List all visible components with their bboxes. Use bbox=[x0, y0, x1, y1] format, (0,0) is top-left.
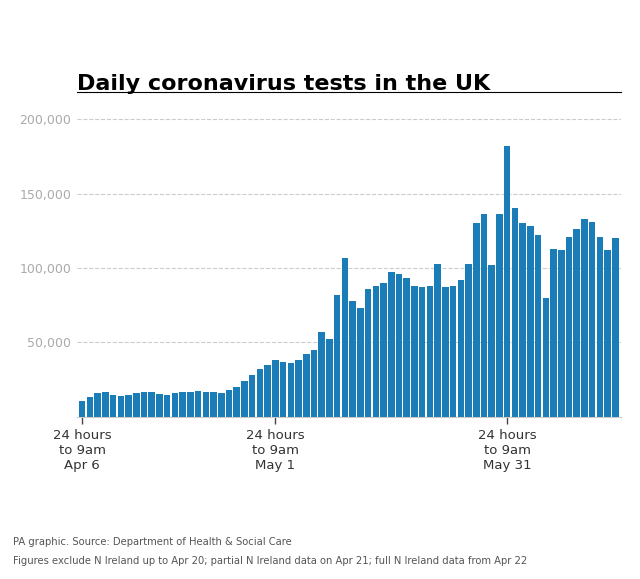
Bar bbox=[218, 393, 225, 417]
Bar bbox=[125, 395, 132, 417]
Bar bbox=[558, 250, 564, 417]
Bar bbox=[504, 146, 511, 417]
Bar bbox=[342, 258, 348, 417]
Bar bbox=[458, 280, 464, 417]
Bar bbox=[249, 375, 255, 417]
Bar bbox=[326, 339, 333, 417]
Bar bbox=[388, 273, 395, 417]
Bar bbox=[295, 360, 302, 417]
Text: PA graphic. Source: Department of Health & Social Care: PA graphic. Source: Department of Health… bbox=[13, 537, 292, 547]
Bar bbox=[511, 208, 518, 417]
Bar bbox=[334, 295, 340, 417]
Bar bbox=[203, 391, 209, 417]
Bar bbox=[496, 214, 503, 417]
Bar bbox=[187, 393, 194, 417]
Bar bbox=[465, 263, 472, 417]
Bar bbox=[357, 308, 364, 417]
Bar bbox=[280, 362, 287, 417]
Bar bbox=[86, 397, 93, 417]
Bar bbox=[319, 332, 325, 417]
Bar bbox=[435, 263, 441, 417]
Bar bbox=[527, 226, 534, 417]
Bar bbox=[118, 396, 124, 417]
Bar bbox=[303, 354, 310, 417]
Bar bbox=[148, 391, 155, 417]
Bar bbox=[596, 237, 604, 417]
Bar bbox=[264, 365, 271, 417]
Bar bbox=[257, 369, 263, 417]
Bar bbox=[179, 393, 186, 417]
Bar bbox=[543, 298, 549, 417]
Bar bbox=[473, 223, 479, 417]
Bar bbox=[79, 401, 86, 417]
Bar bbox=[604, 250, 611, 417]
Bar bbox=[589, 222, 595, 417]
Bar bbox=[450, 286, 456, 417]
Text: Daily coronavirus tests in the UK: Daily coronavirus tests in the UK bbox=[77, 74, 490, 94]
Bar bbox=[396, 274, 403, 417]
Bar bbox=[272, 360, 278, 417]
Bar bbox=[311, 350, 317, 417]
Bar bbox=[102, 393, 109, 417]
Bar bbox=[349, 301, 356, 417]
Bar bbox=[110, 394, 116, 417]
Bar bbox=[581, 219, 588, 417]
Bar bbox=[411, 286, 418, 417]
Bar bbox=[372, 286, 379, 417]
Bar bbox=[488, 265, 495, 417]
Bar bbox=[442, 287, 449, 417]
Bar bbox=[172, 393, 178, 417]
Bar bbox=[211, 393, 217, 417]
Bar bbox=[365, 289, 371, 417]
Bar bbox=[535, 235, 541, 417]
Bar bbox=[241, 381, 248, 417]
Bar bbox=[226, 390, 232, 417]
Bar bbox=[287, 363, 294, 417]
Bar bbox=[520, 223, 526, 417]
Bar bbox=[133, 393, 140, 417]
Bar bbox=[94, 393, 101, 417]
Bar bbox=[419, 287, 426, 417]
Text: Figures exclude N Ireland up to Apr 20; partial N Ireland data on Apr 21; full N: Figures exclude N Ireland up to Apr 20; … bbox=[13, 556, 527, 566]
Bar bbox=[141, 393, 147, 417]
Bar bbox=[481, 214, 487, 417]
Bar bbox=[164, 394, 170, 417]
Bar bbox=[573, 229, 580, 417]
Bar bbox=[380, 283, 387, 417]
Bar bbox=[234, 387, 240, 417]
Bar bbox=[156, 394, 163, 417]
Bar bbox=[550, 248, 557, 417]
Bar bbox=[566, 237, 572, 417]
Bar bbox=[612, 238, 619, 417]
Bar bbox=[403, 278, 410, 417]
Bar bbox=[427, 286, 433, 417]
Bar bbox=[195, 391, 202, 417]
